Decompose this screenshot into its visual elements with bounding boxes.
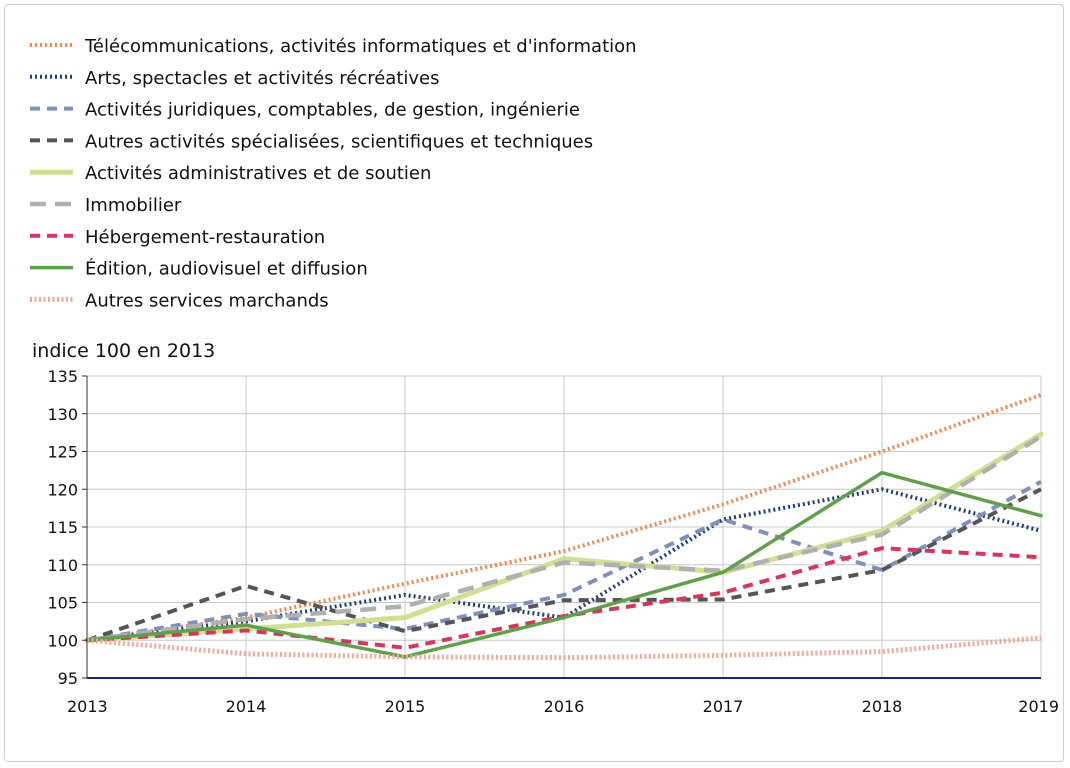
x-tick-label: 2015	[385, 697, 426, 716]
x-tick-label: 2014	[226, 697, 267, 716]
x-tick-label: 2013	[67, 697, 108, 716]
series-line-6	[86, 434, 1043, 643]
y-tick-label: 125	[47, 443, 78, 462]
y-tick-label: 105	[47, 594, 78, 613]
legend-label: Autres services marchands	[85, 290, 329, 311]
series-lines	[84, 392, 1044, 661]
series-line-9	[86, 635, 1042, 661]
series-line-8	[85, 470, 1043, 659]
x-tick-label: 2019	[1018, 697, 1059, 716]
legend-label: Télécommunications, activités informatiq…	[84, 36, 637, 57]
legend-label: Arts, spectacles et activités récréative…	[85, 68, 440, 89]
y-tick-label: 110	[47, 556, 78, 575]
y-tick-label: 135	[47, 367, 78, 386]
x-tick-label: 2018	[862, 697, 903, 716]
x-tick-label: 2017	[703, 697, 744, 716]
legend-label: Activités juridiques, comptables, de ges…	[85, 100, 580, 121]
legend-label: Immobilier	[85, 195, 182, 216]
y-axis-label: indice 100 en 2013	[32, 340, 215, 362]
y-tick-label: 130	[47, 405, 78, 424]
legend-label: Autres activités spécialisées, scientifi…	[85, 131, 593, 152]
y-tick-label: 95	[58, 669, 78, 688]
series-line-4	[86, 487, 1042, 643]
legend: Télécommunications, activités informatiq…	[30, 36, 637, 311]
legend-label: Activités administratives et de soutien	[85, 163, 431, 184]
legend-label: Édition, audiovisuel et diffusion	[85, 258, 368, 280]
y-tick-label: 115	[47, 518, 78, 537]
y-tick-label: 100	[47, 631, 78, 650]
x-tick-label: 2016	[544, 697, 585, 716]
y-tick-label: 120	[47, 480, 78, 499]
axes: 95 100 105 110 115 120 125 130 135 2013 2014 2015 20…	[47, 367, 1059, 716]
series-line-3	[86, 479, 1042, 643]
legend-label: Hébergement-restauration	[85, 227, 325, 248]
